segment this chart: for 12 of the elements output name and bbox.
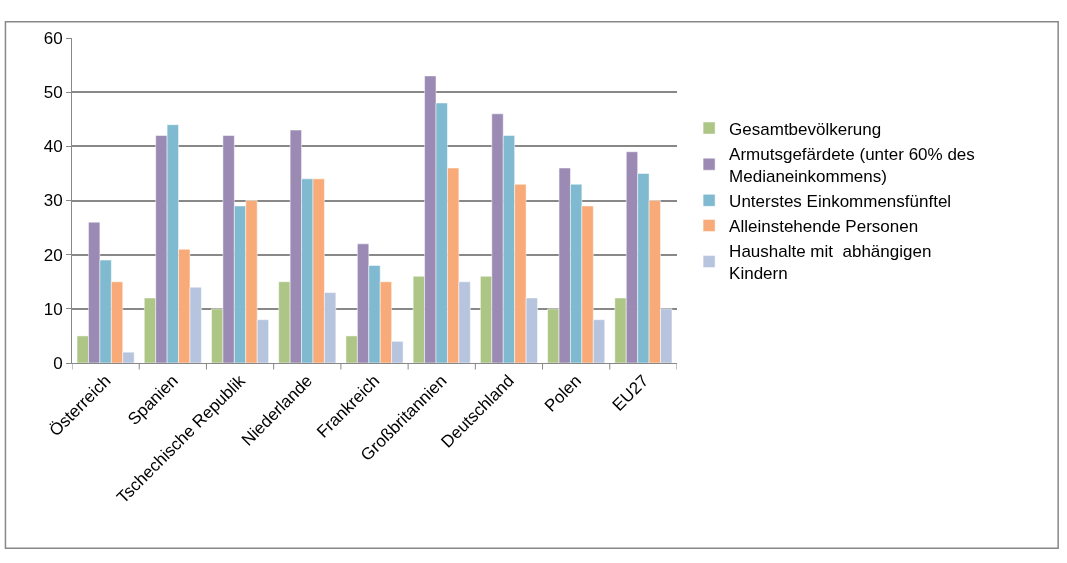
y-tick-label: 10	[43, 299, 63, 319]
y-tick-label: 30	[43, 191, 63, 211]
legend-label: Unterstes Einkommensfünftel	[729, 191, 952, 211]
legend-label: Haushalte mit abhängigen Kindern	[729, 242, 932, 284]
legend-label: Armutsgefärdete (unter 60% des Medianeinkommens)	[729, 144, 975, 186]
y-tick-label: 50	[43, 83, 63, 103]
y-tick-label: 40	[43, 137, 63, 157]
legend-label: Alleinstehende Personen	[729, 217, 919, 237]
y-tick-label: 0	[53, 353, 63, 373]
legend-label: Gesamtbevölkerung	[729, 119, 882, 139]
y-tick-label: 20	[43, 245, 63, 265]
y-tick-label: 60	[43, 28, 63, 48]
